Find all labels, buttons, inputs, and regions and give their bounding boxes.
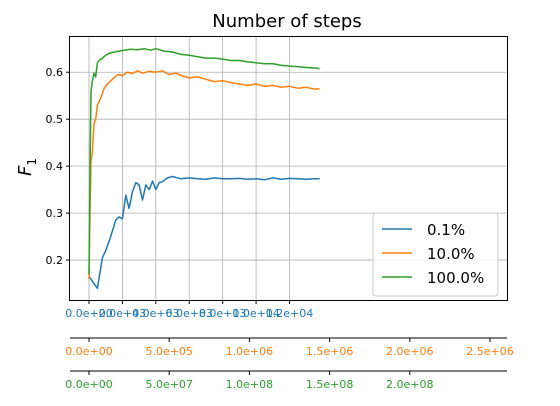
x-axis-2-tick-label-5: 2.5e+06 bbox=[466, 345, 513, 358]
series-layer bbox=[88, 47, 320, 290]
svg-text:F1: F1 bbox=[15, 158, 39, 176]
legend-box bbox=[372, 212, 499, 297]
x-axis-2-tick-label-1: 5.0e+05 bbox=[145, 345, 192, 358]
plot-frame bbox=[69, 36, 508, 301]
x-axis-3-tick-label-0: 0.0e+00 bbox=[65, 378, 112, 391]
legend-label-2: 10.0% bbox=[427, 245, 475, 263]
x-axis-1-tick-label-4: 8.0e+03 bbox=[199, 307, 246, 320]
y-tick-label-3: 0.5 bbox=[46, 113, 64, 126]
y-axis-label-main: F bbox=[15, 165, 36, 176]
x-axis-1-tick-label-5: 1.0e+04 bbox=[232, 307, 279, 320]
series-line-3 bbox=[88, 47, 320, 275]
x-axis-3-tick-label-1: 5.0e+07 bbox=[145, 378, 192, 391]
y-axis-ticks: 0.2 0.3 0.4 0.5 0.6 bbox=[46, 66, 70, 267]
x-axis-3-tick-label-2: 1.0e+08 bbox=[226, 378, 273, 391]
x-axis-2-tick-label-4: 2.0e+06 bbox=[386, 345, 433, 358]
x-axis-1-tick-label-3: 6.0e+03 bbox=[166, 307, 213, 320]
x-axis-2-tick-label-0: 0.0e+00 bbox=[65, 345, 112, 358]
legend: 0.1% 10.0% 100.0% bbox=[372, 212, 499, 297]
y-tick-label-4: 0.6 bbox=[46, 66, 64, 79]
y-axis-label-subscript: 1 bbox=[25, 158, 39, 166]
x-axis-1-tick-label-0: 0.0e+00 bbox=[65, 307, 112, 320]
x-axis-1-tick-label-1: 2.0e+03 bbox=[99, 307, 146, 320]
x-axes: 0.0e+002.0e+034.0e+036.0e+038.0e+031.0e+… bbox=[65, 300, 514, 391]
y-tick-label-0: 0.2 bbox=[46, 254, 64, 267]
chart-title: Number of steps bbox=[212, 11, 361, 32]
x-axis-3-tick-label-3: 1.5e+08 bbox=[306, 378, 353, 391]
y-tick-label-1: 0.3 bbox=[46, 207, 64, 220]
legend-label-1: 0.1% bbox=[427, 221, 465, 239]
y-tick-label-2: 0.4 bbox=[46, 160, 64, 173]
series-line-1 bbox=[88, 175, 320, 290]
series-line-2 bbox=[88, 70, 320, 279]
y-axis-label: F1 bbox=[15, 158, 39, 176]
x-axis-2-tick-label-3: 1.5e+06 bbox=[306, 345, 353, 358]
x-axis-1-tick-label-6: 1.2e+04 bbox=[266, 307, 313, 320]
x-axis-1-tick-label-2: 4.0e+03 bbox=[132, 307, 179, 320]
legend-label-3: 100.0% bbox=[427, 269, 484, 287]
x-axis-2-tick-label-2: 1.0e+06 bbox=[226, 345, 273, 358]
x-axis-3-tick-label-4: 2.0e+08 bbox=[386, 378, 433, 391]
